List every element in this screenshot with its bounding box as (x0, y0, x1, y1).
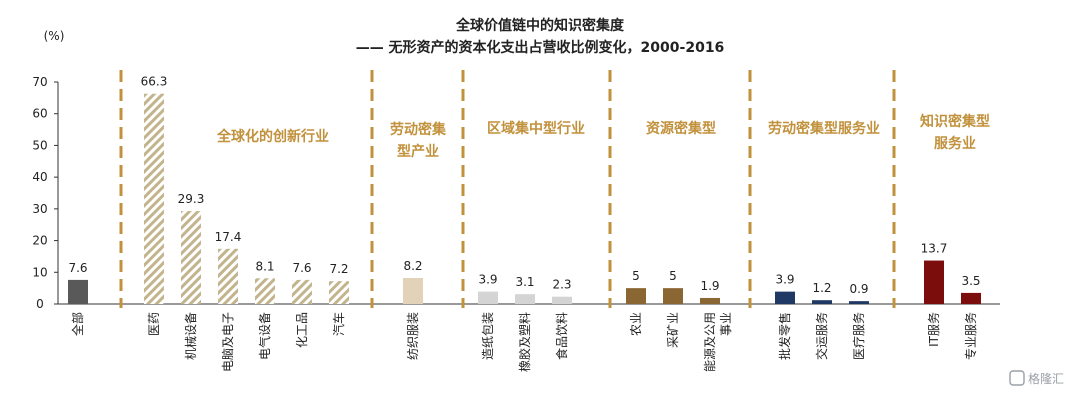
bar (218, 248, 238, 304)
chart-subtitle: —— 无形资产的资本化支出占营收比例变化，2000-2016 (356, 39, 725, 56)
y-tick-label: 30 (32, 202, 47, 216)
group-dividers (119, 70, 896, 308)
bar (552, 296, 572, 304)
value-label: 2.3 (552, 278, 571, 292)
group-label: 服务业 (934, 135, 976, 152)
value-label: 3.1 (515, 275, 534, 289)
value-label: 3.5 (961, 274, 980, 288)
y-tick-label: 0 (36, 297, 44, 311)
value-label: 29.3 (178, 192, 205, 206)
value-label: 1.9 (700, 279, 719, 293)
bar (626, 288, 646, 304)
value-label: 3.9 (478, 273, 497, 287)
category-label: 医药 (147, 312, 161, 336)
category-label: IT服务 (926, 312, 941, 347)
value-label: 1.2 (812, 281, 831, 295)
category-label: 食品饮料 (554, 312, 569, 360)
category-label: 事业 (719, 312, 733, 336)
y-tick-label: 50 (32, 138, 47, 152)
value-label: 17.4 (215, 230, 242, 244)
chart-title: 全球价值链中的知识密集度 (455, 17, 625, 34)
group-label: 知识密集型 (920, 113, 990, 130)
bar (515, 294, 535, 304)
y-tick-label: 60 (32, 107, 47, 121)
bar (663, 288, 683, 304)
bar (849, 301, 869, 304)
category-label: 汽车 (331, 312, 346, 336)
value-label: 5 (632, 269, 640, 283)
bar (329, 281, 349, 304)
bar (478, 291, 498, 304)
value-label: 8.1 (255, 259, 274, 273)
y-axis: 0 10 20 30 40 50 60 70 (32, 75, 1000, 311)
value-label: 5 (669, 269, 677, 283)
group-label: 型产业 (397, 143, 439, 160)
category-label: 农业 (629, 312, 643, 336)
category-label: 化工品 (295, 312, 309, 348)
category-label: 电脑及电子 (221, 312, 235, 372)
watermark-text: 格隆汇 (1028, 371, 1064, 386)
category-label: 采矿业 (666, 312, 680, 348)
bar (68, 279, 88, 304)
value-label: 8.2 (403, 259, 422, 273)
category-label: 批发零售 (777, 312, 792, 360)
value-label: 66.3 (141, 75, 168, 89)
category-label: 纺织服装 (406, 312, 420, 360)
value-label: 3.9 (775, 273, 794, 287)
value-label: 7.6 (68, 261, 87, 275)
y-tick-label: 40 (32, 170, 47, 184)
y-axis-unit: (%) (44, 29, 65, 43)
category-label: 医疗服务 (851, 312, 866, 360)
bar (812, 300, 832, 304)
bar (700, 297, 720, 304)
bar (403, 277, 423, 304)
value-label: 7.6 (292, 261, 311, 275)
category-labels: 全部 医药 机械设备 电脑及电子 电气设备 化工品 汽车 纺织服装 造纸包装 橡胶及塑料 食品饮料 农… (70, 312, 978, 372)
category-label: 交运服务 (814, 312, 829, 360)
group-label: 劳动密集型服务业 (768, 120, 880, 137)
bar (144, 93, 164, 304)
group-label: 资源密集型 (646, 120, 716, 137)
group-label: 全球化的创新行业 (216, 128, 329, 145)
category-label: 全部 (70, 312, 85, 336)
y-tick-label: 70 (32, 75, 47, 89)
y-tick-label: 20 (32, 234, 47, 248)
bar (255, 278, 275, 304)
group-label: 劳动密集 (390, 121, 447, 138)
bar (292, 279, 312, 304)
watermark: 格隆汇 (1009, 370, 1064, 386)
bar (924, 260, 944, 304)
value-label: 0.9 (849, 282, 868, 296)
category-label: 造纸包装 (481, 312, 495, 360)
group-label: 区域集中型行业 (487, 120, 585, 137)
bar (775, 291, 795, 304)
bars (68, 93, 981, 304)
category-label: 能源及公用 (703, 312, 717, 372)
value-labels: 7.6 66.3 29.3 17.4 8.1 7.6 7.2 8.2 3.9 3.1 2.3 5 5 1.… (68, 75, 980, 296)
category-label: 专业服务 (963, 312, 978, 360)
category-label: 橡胶及塑料 (517, 312, 532, 372)
bar (181, 211, 201, 304)
category-label: 机械设备 (183, 312, 198, 360)
watermark-logo-icon (1009, 370, 1025, 386)
value-label: 7.2 (329, 262, 348, 276)
y-tick-label: 10 (32, 265, 47, 279)
bar (961, 292, 981, 304)
category-label: 电气设备 (257, 312, 272, 360)
value-label: 13.7 (921, 242, 948, 256)
